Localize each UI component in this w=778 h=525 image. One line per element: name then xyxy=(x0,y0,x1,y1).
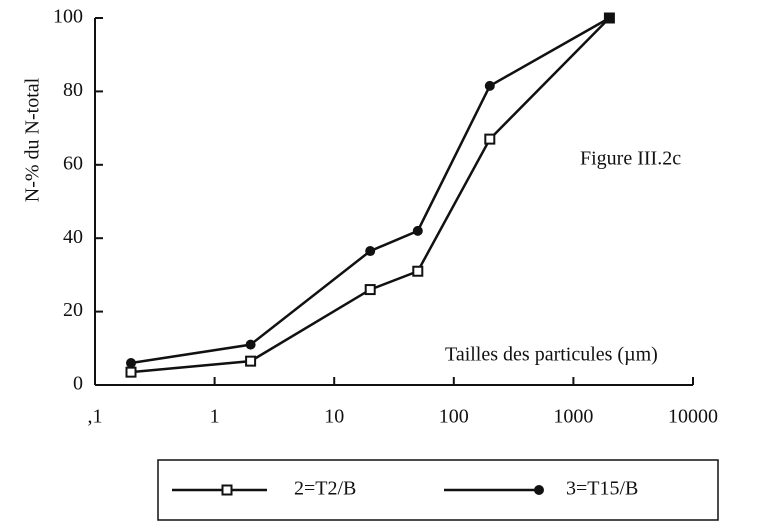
marker xyxy=(484,133,496,145)
y-tick-label: 20 xyxy=(63,299,83,321)
x-tick-label: 1000 xyxy=(553,406,593,428)
x-tick-label: 1 xyxy=(210,406,220,428)
series-line xyxy=(130,17,611,374)
y-tick-label: 60 xyxy=(63,152,83,174)
marker xyxy=(412,265,424,277)
marker xyxy=(364,284,376,296)
x-tick-label: 100 xyxy=(439,406,469,428)
y-tick-label: 40 xyxy=(63,226,83,248)
y-tick-label: 0 xyxy=(73,373,83,395)
x-tick-label: 10000 xyxy=(668,406,718,428)
legend-label: 2=T2/B xyxy=(294,478,356,500)
legend-marker xyxy=(221,484,233,496)
marker xyxy=(484,80,495,91)
marker xyxy=(125,366,137,378)
legend-marker xyxy=(534,485,544,495)
x-tick-label: 10 xyxy=(324,406,344,428)
annotation: Figure III.2c xyxy=(580,148,681,170)
legend-label: 3=T15/B xyxy=(566,478,638,500)
y-tick-label: 80 xyxy=(63,79,83,101)
x-tick-label: ,1 xyxy=(88,406,103,428)
marker xyxy=(604,13,615,23)
marker xyxy=(126,357,137,368)
y-axis-label: N-% du N-total xyxy=(22,77,44,202)
y-tick-label: 100 xyxy=(53,6,83,28)
marker xyxy=(245,339,256,350)
x-axis-label: Tailles des particules (µm) xyxy=(445,344,658,366)
marker xyxy=(245,355,257,367)
marker xyxy=(412,225,423,236)
marker xyxy=(365,246,376,257)
series-line xyxy=(130,16,611,365)
legend-box xyxy=(157,459,719,521)
